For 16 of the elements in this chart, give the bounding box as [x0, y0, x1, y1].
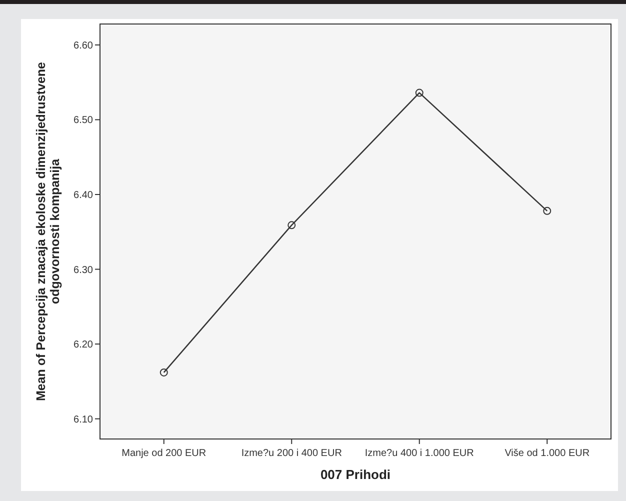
point — [415, 88, 424, 97]
y-tick-label: 6.10 — [74, 414, 94, 426]
point — [160, 368, 168, 376]
point — [288, 221, 296, 230]
y-tick-label: 6.40 — [74, 190, 94, 201]
y-tick-label: 6.20 — [74, 340, 94, 351]
x-axis-title: 007 Prihodi — [320, 467, 391, 482]
x-tick-label: Izme?u 400 i 1.000 EUR — [364, 448, 474, 459]
y-tick-label: 6.60 — [74, 40, 94, 52]
y-axis-title: Mean of Percepcija znacaja ekoloske dimenzijedrustvene odgovornosti kompanija — [34, 62, 62, 402]
point — [543, 206, 552, 215]
x-tick-label: Više od 1.000 EUR — [504, 448, 590, 459]
x-tick-label: Manje od 200 EUR — [122, 448, 206, 459]
y-tick-label: 6.30 — [74, 264, 94, 276]
x-tick-label: Izme?u 200 i 400 EUR — [241, 448, 342, 459]
y-tick-label: 6.50 — [74, 115, 94, 126]
